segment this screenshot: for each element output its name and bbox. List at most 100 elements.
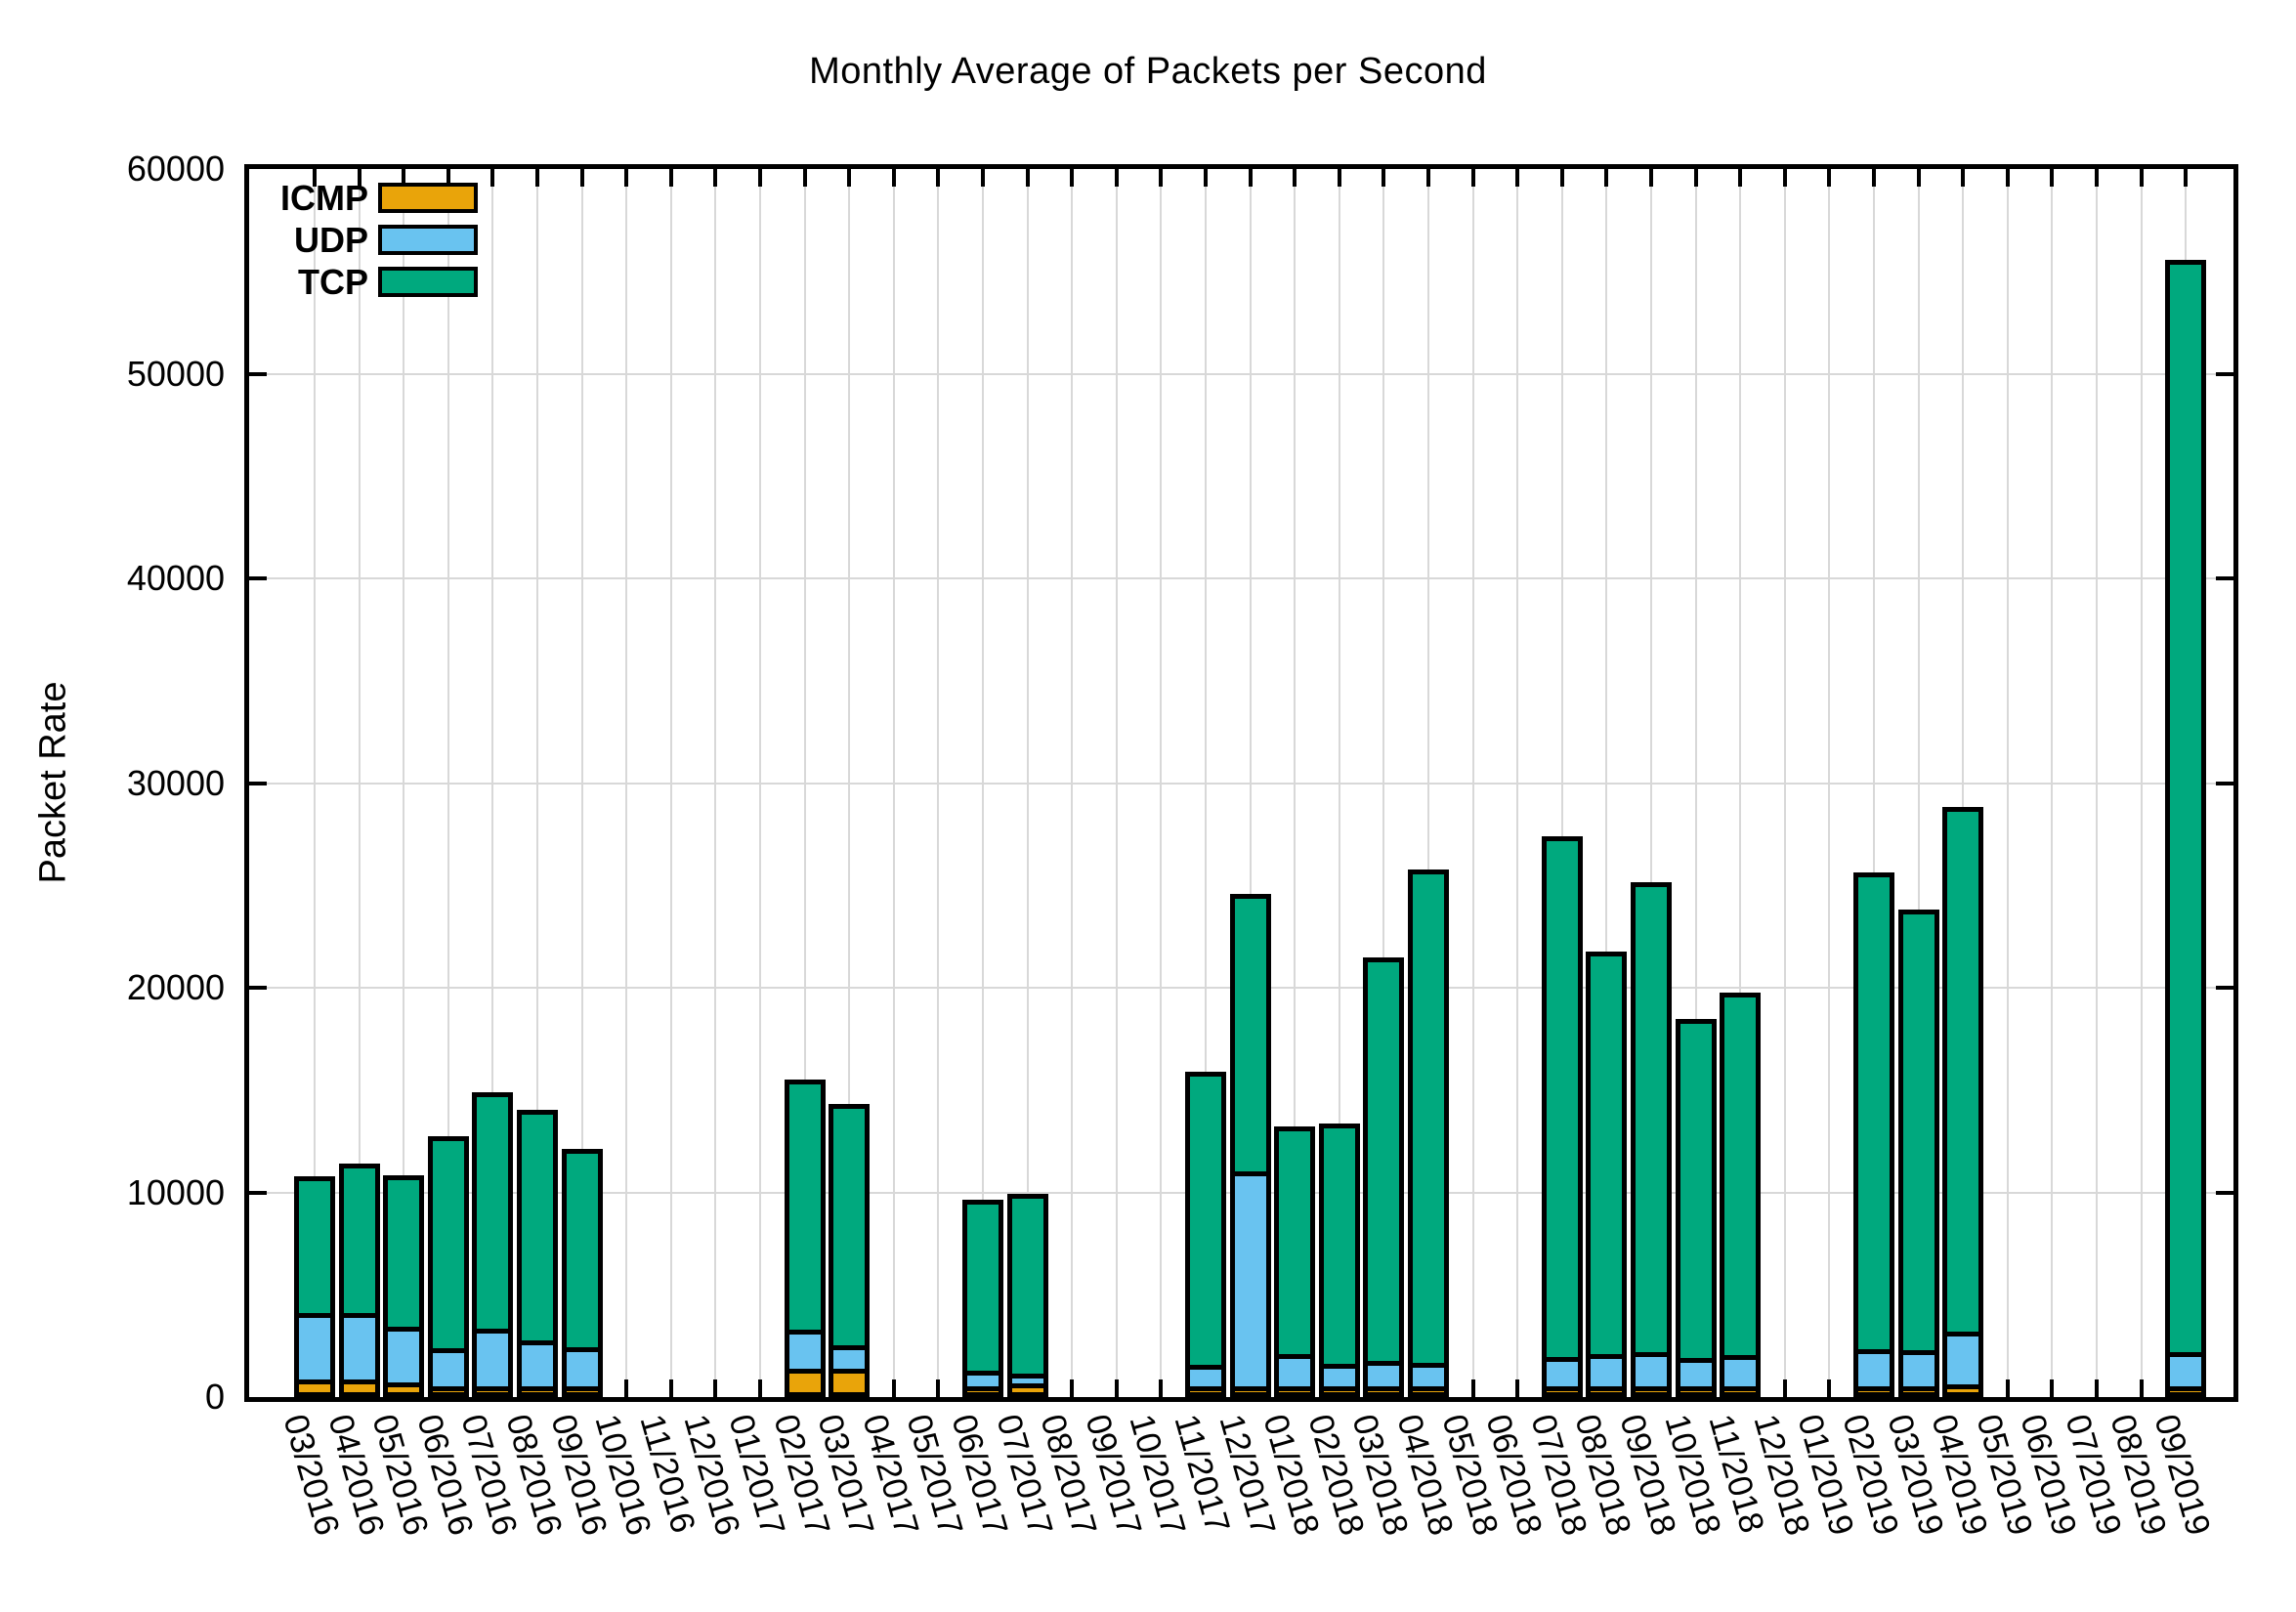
x-axis-tick xyxy=(2050,1379,2055,1397)
bar-segment-icmp xyxy=(1631,1386,1672,1397)
bar-segment-icmp xyxy=(517,1386,558,1397)
bar-segment-icmp xyxy=(1185,1386,1226,1397)
y-tick-label: 60000 xyxy=(126,148,225,189)
bar-segment-udp xyxy=(1897,1350,1939,1391)
bar-segment-udp xyxy=(1229,1171,1271,1391)
bar-segment-udp xyxy=(784,1330,826,1374)
x-axis-tick xyxy=(936,1379,941,1397)
x-axis-tick xyxy=(1470,1379,1475,1397)
legend-item-udp: UDP xyxy=(249,220,478,260)
bar-segment-tcp xyxy=(962,1200,1003,1376)
bar-03/2016 xyxy=(294,1176,335,1397)
gridline-horizontal xyxy=(249,372,2233,375)
y-axis-tick-right xyxy=(2216,781,2233,785)
bar-07/2016 xyxy=(472,1092,514,1397)
legend-label: UDP xyxy=(293,219,368,260)
bar-segment-tcp xyxy=(2165,260,2207,1357)
bar-segment-tcp xyxy=(1185,1072,1226,1370)
bar-segment-udp xyxy=(1942,1332,1984,1389)
bar-segment-udp xyxy=(338,1313,380,1384)
bar-03/2017 xyxy=(829,1104,871,1397)
bar-segment-tcp xyxy=(383,1175,425,1332)
legend-label: TCP xyxy=(298,261,368,302)
bar-03/2018 xyxy=(1363,957,1405,1397)
x-axis-tick xyxy=(1070,1379,1075,1397)
y-axis-tick xyxy=(249,1190,267,1195)
x-axis-tick-top xyxy=(402,169,406,187)
x-axis-tick-top xyxy=(579,169,584,187)
x-axis-tick-top xyxy=(1159,169,1164,187)
bar-segment-icmp xyxy=(1318,1386,1360,1397)
legend-item-icmp: ICMP xyxy=(249,178,478,218)
bar-segment-udp xyxy=(472,1329,514,1391)
bar-segment-udp xyxy=(517,1340,558,1391)
bar-segment-tcp xyxy=(517,1110,558,1345)
bar-01/2018 xyxy=(1274,1126,1316,1397)
gridline-horizontal xyxy=(249,782,2233,785)
x-axis-tick-top xyxy=(1470,169,1475,187)
legend-swatch-tcp xyxy=(378,267,478,297)
bar-segment-tcp xyxy=(1631,882,1672,1357)
x-axis-tick xyxy=(2095,1379,2099,1397)
bar-segment-icmp xyxy=(472,1386,514,1397)
x-axis-tick-top xyxy=(624,169,629,187)
x-axis-tick-top xyxy=(2139,169,2144,187)
x-axis-tick-top xyxy=(313,169,317,187)
bar-segment-icmp xyxy=(962,1386,1003,1397)
bar-02/2019 xyxy=(1853,872,1894,1397)
x-axis-tick-top xyxy=(2005,169,2010,187)
bar-segment-icmp xyxy=(1274,1386,1316,1397)
bar-02/2018 xyxy=(1318,1124,1360,1397)
x-axis-tick-top xyxy=(2184,169,2189,187)
y-tick-label: 50000 xyxy=(126,353,225,394)
y-axis-tick xyxy=(249,371,267,376)
x-axis-tick-top xyxy=(1382,169,1386,187)
bar-07/2017 xyxy=(1006,1194,1048,1397)
y-axis-tick xyxy=(249,576,267,580)
x-axis-tick-top xyxy=(802,169,807,187)
bar-06/2017 xyxy=(962,1200,1003,1397)
bar-segment-icmp xyxy=(784,1369,826,1397)
bar-segment-icmp xyxy=(1675,1386,1717,1397)
bar-segment-icmp xyxy=(1720,1386,1762,1397)
bar-segment-icmp xyxy=(1363,1386,1405,1397)
bar-segment-udp xyxy=(427,1348,469,1391)
bar-segment-udp xyxy=(383,1327,425,1387)
y-axis-tick-right xyxy=(2216,576,2233,580)
y-tick-label: 30000 xyxy=(126,762,225,803)
bar-segment-icmp xyxy=(383,1382,425,1397)
x-axis-tick-top xyxy=(1293,169,1297,187)
bar-segment-icmp xyxy=(1408,1386,1449,1397)
bar-segment-icmp xyxy=(2165,1386,2207,1397)
bar-segment-udp xyxy=(2165,1352,2207,1391)
y-tick-label: 40000 xyxy=(126,558,225,598)
bar-segment-tcp xyxy=(1942,807,1984,1336)
x-axis-tick-top xyxy=(1872,169,1876,187)
x-axis-tick-top xyxy=(1337,169,1341,187)
bar-segment-tcp xyxy=(1853,872,1894,1354)
bar-09/2019 xyxy=(2165,260,2207,1397)
bar-04/2019 xyxy=(1942,807,1984,1397)
y-axis-tick xyxy=(249,986,267,990)
bar-segment-icmp xyxy=(1897,1386,1939,1397)
bar-segment-udp xyxy=(1631,1352,1672,1391)
bar-11/2017 xyxy=(1185,1072,1226,1397)
bar-segment-tcp xyxy=(294,1176,335,1318)
bar-segment-tcp xyxy=(1363,957,1405,1366)
legend-swatch-udp xyxy=(378,225,478,255)
x-axis-tick-top xyxy=(1114,169,1119,187)
y-axis-tick xyxy=(249,781,267,785)
y-axis-tick-right xyxy=(2216,371,2233,376)
x-axis-tick-top xyxy=(1559,169,1564,187)
bar-segment-tcp xyxy=(1229,894,1271,1176)
legend-item-tcp: TCP xyxy=(249,262,478,302)
bar-segment-icmp xyxy=(561,1386,603,1397)
bar-segment-tcp xyxy=(1274,1126,1316,1359)
bar-segment-icmp xyxy=(1853,1386,1894,1397)
x-axis-tick-top xyxy=(1204,169,1208,187)
x-axis-tick xyxy=(2005,1379,2010,1397)
y-tick-label: 20000 xyxy=(126,967,225,1007)
legend: ICMP UDP TCP xyxy=(249,178,478,309)
bar-08/2016 xyxy=(517,1110,558,1397)
bar-segment-udp xyxy=(1363,1361,1405,1391)
